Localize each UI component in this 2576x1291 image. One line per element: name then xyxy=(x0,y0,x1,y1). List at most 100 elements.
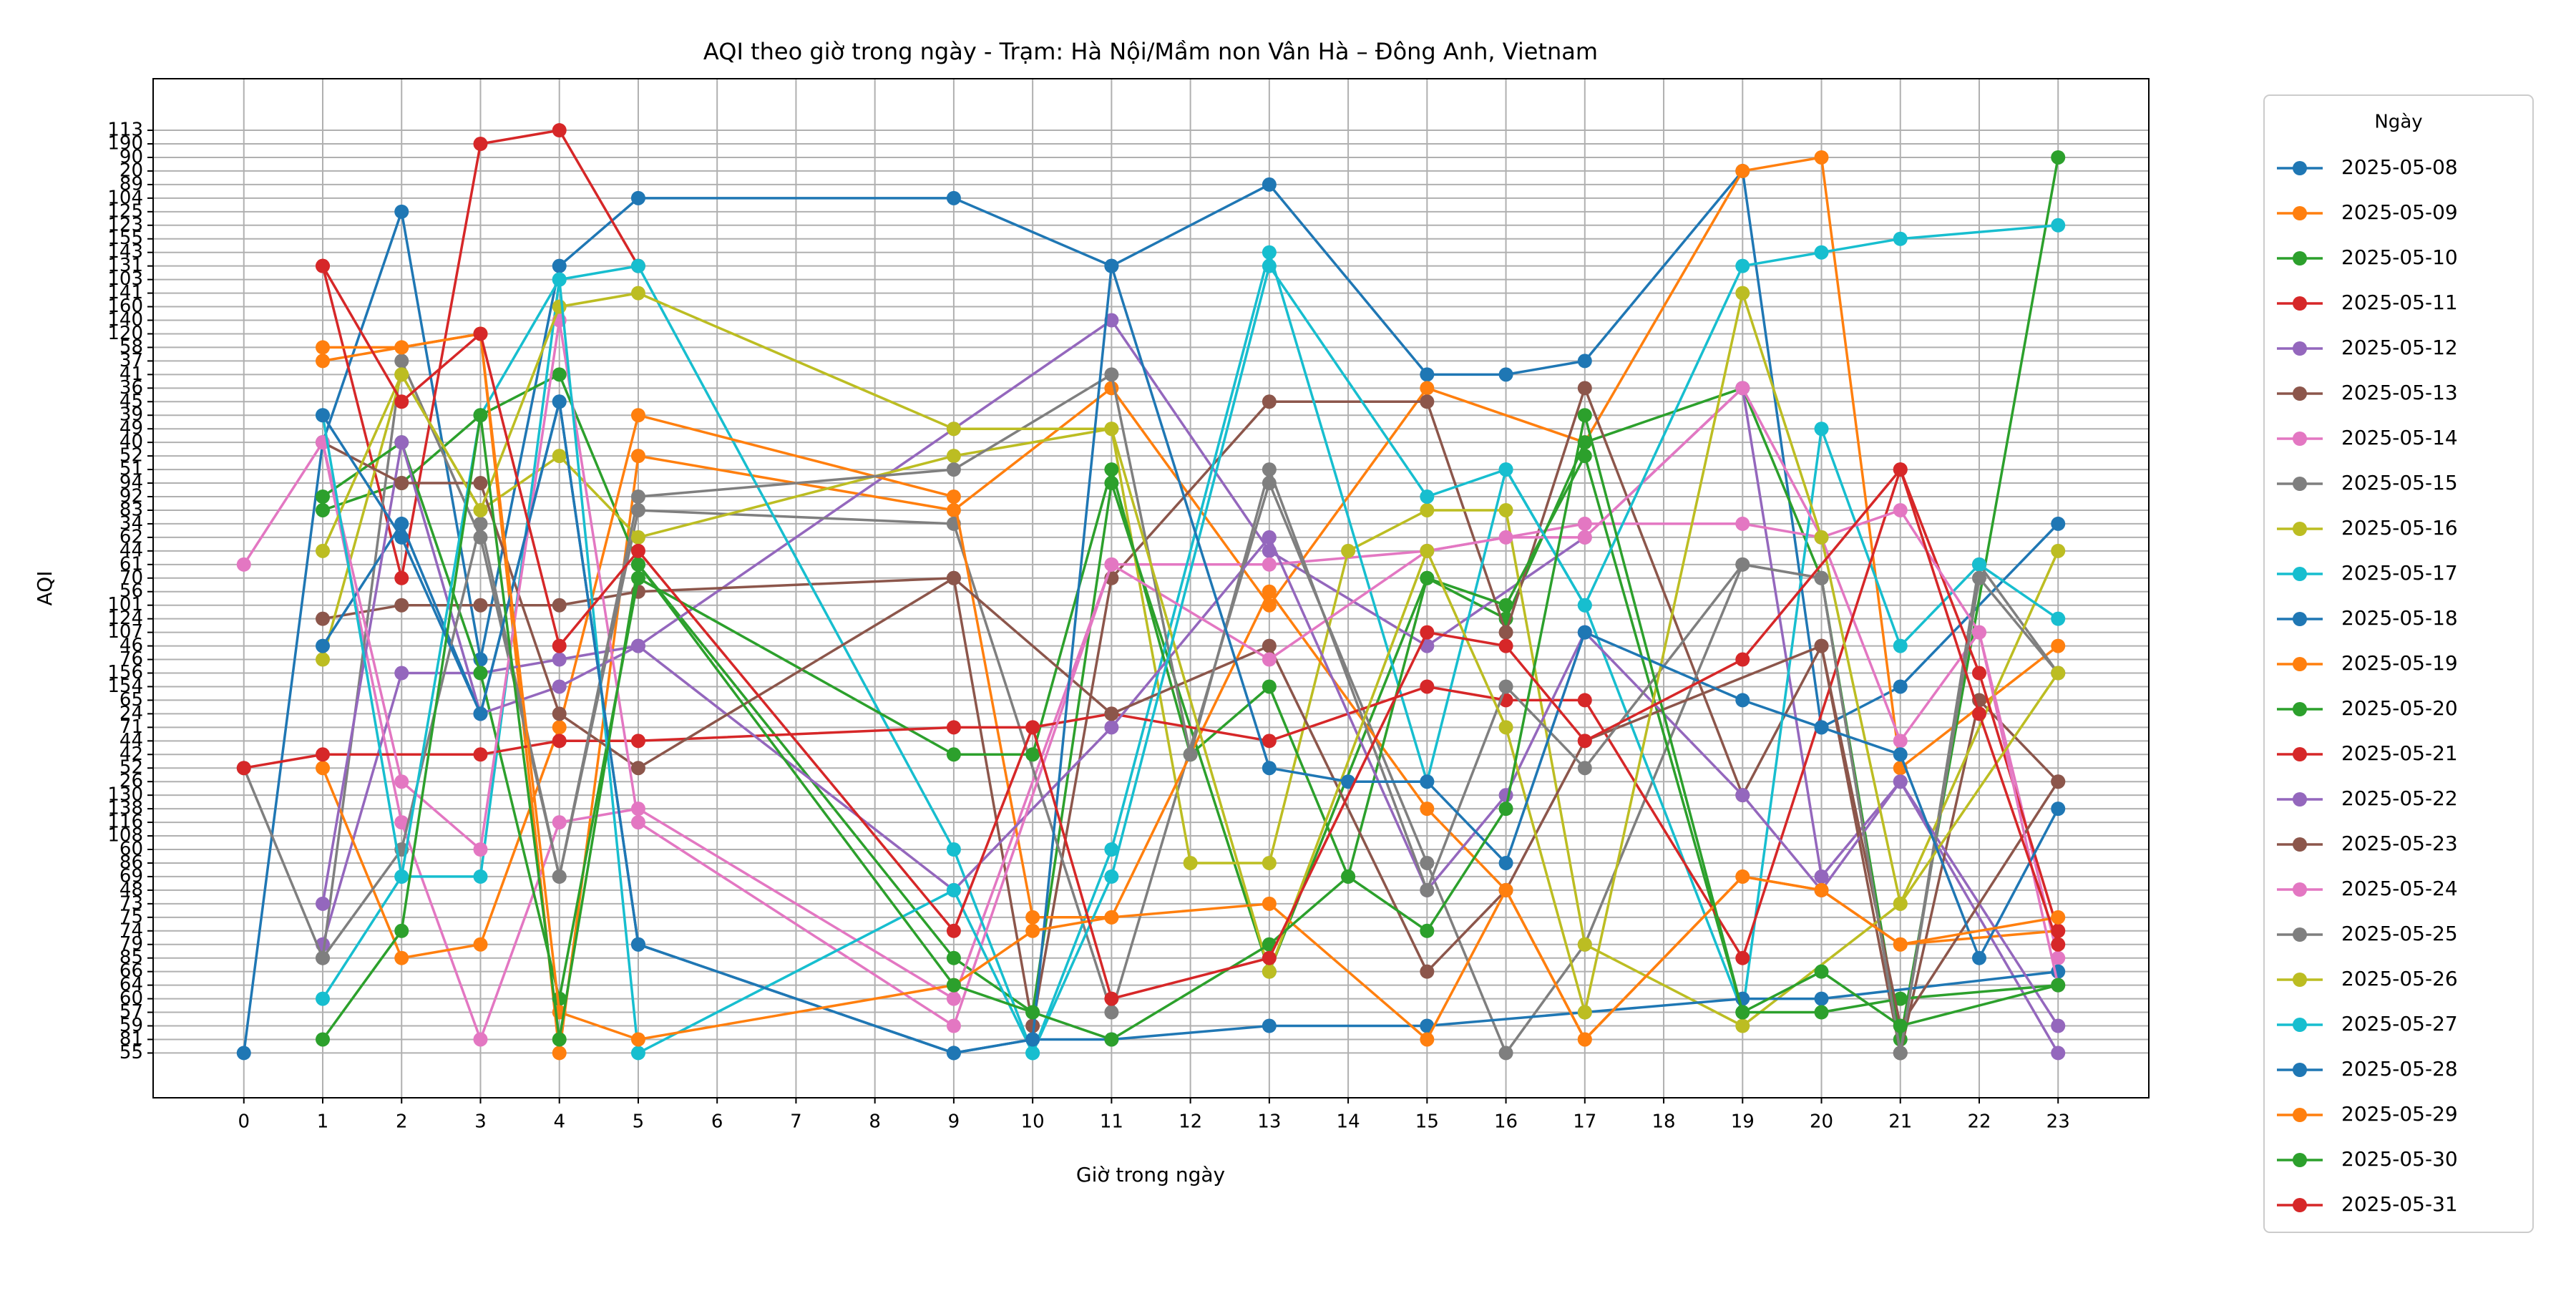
y-tick-label: 74 xyxy=(119,920,143,941)
data-point xyxy=(236,557,251,572)
y-tick-label: 71 xyxy=(119,716,143,738)
series-line xyxy=(321,265,2059,1000)
data-point xyxy=(316,638,331,653)
y-tick-label: 70 xyxy=(119,567,143,588)
data-point xyxy=(552,258,567,273)
data-point xyxy=(2051,1018,2066,1033)
legend-label: 2025-05-21 xyxy=(2341,741,2458,765)
data-point xyxy=(1577,381,1592,396)
y-tick-label: 103 xyxy=(107,268,143,290)
data-point xyxy=(1104,869,1119,884)
legend-label: 2025-05-16 xyxy=(2341,516,2458,540)
y-tick-label: 190 xyxy=(107,133,143,155)
data-point xyxy=(394,923,409,938)
legend-marker xyxy=(2293,702,2307,716)
data-point xyxy=(1498,530,1513,545)
y-tick-label: 62 xyxy=(119,526,143,547)
y-tick-label: 101 xyxy=(107,594,143,615)
y-tick-label: 123 xyxy=(107,214,143,235)
x-tick-label: 13 xyxy=(1257,1111,1281,1133)
data-point xyxy=(1971,570,1986,585)
data-point xyxy=(1420,855,1435,870)
data-point xyxy=(1893,937,1908,952)
x-tick-label: 2 xyxy=(396,1111,408,1133)
data-point xyxy=(1735,1018,1750,1033)
data-point xyxy=(1893,896,1908,911)
y-tick-label: 26 xyxy=(119,771,143,792)
data-point xyxy=(316,489,331,505)
legend-marker xyxy=(2293,567,2307,581)
chart-title: AQI theo giờ trong ngày - Trạm: Hà Nội/M… xyxy=(703,38,1598,65)
data-point xyxy=(630,190,645,205)
data-point xyxy=(1577,937,1592,952)
data-point xyxy=(1971,950,1986,965)
data-point xyxy=(2051,516,2066,531)
data-point xyxy=(316,502,331,517)
y-tick-label: 154 xyxy=(107,676,143,697)
data-point xyxy=(2051,802,2066,817)
y-tick-label: 83 xyxy=(119,499,143,520)
legend-marker xyxy=(2293,1153,2307,1167)
data-point xyxy=(946,570,961,585)
data-point xyxy=(1814,882,1829,897)
data-point xyxy=(552,394,567,409)
data-point xyxy=(316,408,331,423)
data-point xyxy=(2051,666,2066,681)
data-point xyxy=(1577,1005,1592,1020)
data-point xyxy=(1814,638,1829,653)
data-point xyxy=(1735,557,1750,572)
y-tick-label: 66 xyxy=(119,960,143,982)
data-point xyxy=(394,516,409,531)
legend-marker xyxy=(2293,161,2307,175)
data-point xyxy=(236,1046,251,1061)
data-point xyxy=(1262,652,1277,667)
data-point xyxy=(1262,761,1277,776)
data-point xyxy=(316,991,331,1006)
data-point xyxy=(1814,1005,1829,1020)
y-tick-label: 156 xyxy=(107,662,143,683)
y-tick-label: 92 xyxy=(119,486,143,507)
data-point xyxy=(1104,910,1119,925)
y-tick-label: 140 xyxy=(107,309,143,331)
data-point xyxy=(1025,1032,1040,1047)
data-point xyxy=(1735,163,1750,178)
legend-marker xyxy=(2293,973,2307,987)
data-point xyxy=(1420,367,1435,382)
data-point xyxy=(1577,354,1592,369)
data-point xyxy=(1420,394,1435,409)
data-point xyxy=(946,950,961,965)
data-point xyxy=(473,747,488,762)
x-tick-label: 7 xyxy=(790,1111,802,1133)
y-tick-label: 45 xyxy=(119,391,143,412)
data-point xyxy=(1420,882,1435,897)
series-line xyxy=(243,439,2059,1043)
data-point xyxy=(1104,258,1119,273)
data-point xyxy=(1498,502,1513,517)
data-point xyxy=(552,869,567,884)
y-tick-label: 65 xyxy=(119,689,143,711)
data-point xyxy=(1420,543,1435,558)
y-tick-label: 34 xyxy=(119,512,143,534)
y-tick-label: 85 xyxy=(119,947,143,968)
data-point xyxy=(1814,245,1829,260)
data-point xyxy=(946,720,961,735)
data-point xyxy=(552,299,567,314)
data-point xyxy=(236,761,251,776)
x-tick-label: 3 xyxy=(474,1111,487,1133)
y-tick-label: 76 xyxy=(119,648,143,670)
data-point xyxy=(1498,679,1513,694)
data-point xyxy=(2051,638,2066,653)
x-tick-label: 11 xyxy=(1100,1111,1123,1133)
y-tick-label: 81 xyxy=(119,1028,143,1050)
y-tick-label: 160 xyxy=(107,296,143,317)
data-point xyxy=(1025,1018,1040,1033)
data-point xyxy=(1262,245,1277,260)
x-tick-label: 9 xyxy=(948,1111,960,1133)
data-point xyxy=(630,1032,645,1047)
data-point xyxy=(630,802,645,817)
y-tick-label: 73 xyxy=(119,892,143,914)
data-point xyxy=(1262,638,1277,653)
data-point xyxy=(1735,381,1750,396)
data-point xyxy=(394,598,409,613)
